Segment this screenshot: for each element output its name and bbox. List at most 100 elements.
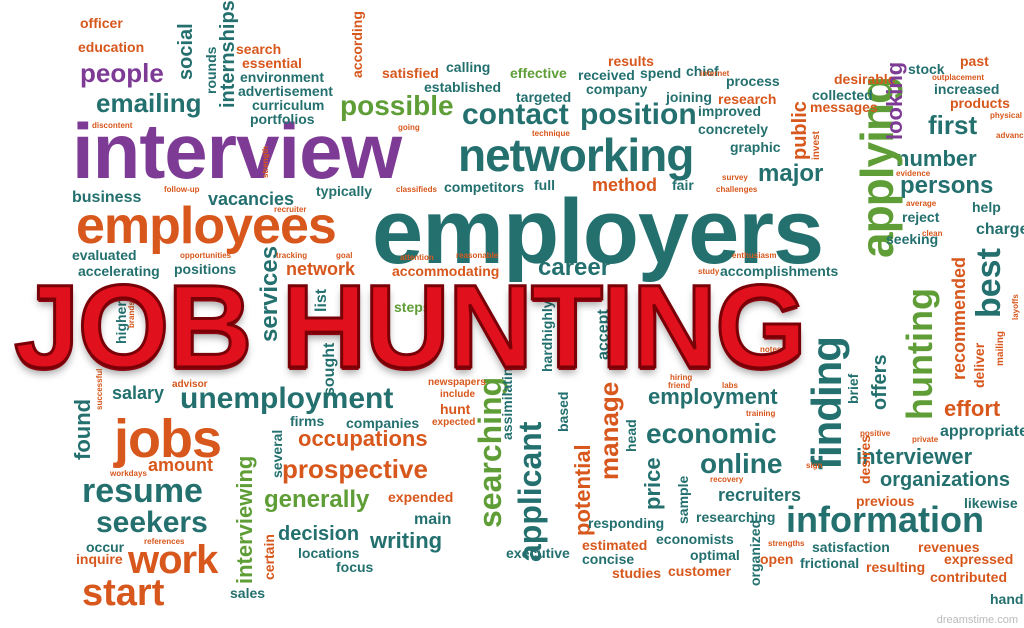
cloud-word-optimal: optimal <box>690 547 740 563</box>
cloud-word-generally: generally <box>264 486 370 513</box>
cloud-word-hiring: hiring <box>670 373 693 382</box>
cloud-word-environment: environment <box>240 69 325 85</box>
cloud-word-position: position <box>580 98 697 131</box>
cloud-word-evidence: evidence <box>896 169 931 178</box>
cloud-word-help: help <box>972 199 1001 215</box>
cloud-word-private: private <box>912 435 939 444</box>
cloud-word-companies: companies <box>346 415 420 431</box>
cloud-word-positions: positions <box>174 261 237 277</box>
cloud-word-spend: spend <box>640 65 682 81</box>
cloud-word-desires: desires <box>857 434 873 484</box>
cloud-word-hunting: hunting <box>899 288 940 420</box>
cloud-word-workdays: workdays <box>110 469 147 478</box>
cloud-word-enthusiasm: enthusiasm <box>732 251 777 260</box>
cloud-word-tracking: tracking <box>276 251 308 260</box>
cloud-word-increased: increased <box>934 81 1000 97</box>
cloud-word-organizations: organizations <box>880 469 1011 491</box>
cloud-word-employment: employment <box>648 384 778 409</box>
cloud-word-people: people <box>80 58 164 88</box>
cloud-word-evaluated: evaluated <box>72 247 137 263</box>
cloud-word-sample: sample <box>675 475 691 524</box>
cloud-word-occur: occur <box>86 539 125 555</box>
cloud-word-opportunities: opportunities <box>180 251 232 260</box>
cloud-word-survey: survey <box>722 173 748 182</box>
cloud-word-concretely: concretely <box>698 121 769 137</box>
cloud-word-best: best <box>970 248 1008 318</box>
cloud-word-training: training <box>746 409 776 418</box>
cloud-word-curriculum: curriculum <box>252 97 325 113</box>
cloud-word-classifieds: classifieds <box>396 185 437 194</box>
cloud-word-effort: effort <box>944 396 1001 421</box>
cloud-word-invest: invest <box>811 131 822 160</box>
cloud-word-brief: brief <box>845 373 861 404</box>
watermark: dreamstime.com <box>936 614 1018 626</box>
cloud-word-main: main <box>414 511 452 528</box>
cloud-word-research: research <box>718 91 777 107</box>
cloud-word-attention: attention <box>400 253 434 262</box>
cloud-word-work: work <box>128 538 218 582</box>
cloud-word-sales: sales <box>230 585 266 601</box>
cloud-word-satisfied: satisfied <box>382 65 439 81</box>
cloud-word-hand: hand <box>990 591 1024 607</box>
cloud-word-customer: customer <box>668 563 732 579</box>
cloud-word-interviewer: interviewer <box>856 444 973 469</box>
cloud-word-found: found <box>70 398 95 460</box>
cloud-word-targeted: targeted <box>516 89 572 105</box>
cloud-word-applicant: applicant <box>512 421 548 562</box>
cloud-word-full: full <box>534 177 555 193</box>
cloud-word-results: results <box>608 53 654 69</box>
cloud-word-emailing: emailing <box>96 88 202 118</box>
cloud-word-focus: focus <box>336 559 374 575</box>
cloud-word-internships: internships <box>217 0 239 108</box>
cloud-word-strengths: strengths <box>768 539 805 548</box>
cloud-word-steps: steps <box>394 299 431 315</box>
cloud-word-seekers: seekers <box>96 506 208 539</box>
cloud-word-outplacement: outplacement <box>932 73 985 82</box>
cloud-word-responding: responding <box>588 515 665 531</box>
cloud-word-products: products <box>950 95 1010 111</box>
cloud-word-based: based <box>555 391 571 432</box>
cloud-word-interviewing: interviewing <box>232 455 257 584</box>
cloud-word-sign: sign <box>806 461 823 470</box>
cloud-word-employers: employers <box>372 181 824 283</box>
cloud-word-occupations: occupations <box>298 426 428 451</box>
cloud-word-expressed: expressed <box>944 551 1014 567</box>
cloud-word-include: include <box>440 389 476 400</box>
cloud-word-frictional: frictional <box>800 555 860 571</box>
cloud-word-layoffs: layoffs <box>1011 294 1020 320</box>
cloud-word-accelerating: accelerating <box>78 263 160 279</box>
cloud-word-competitors: competitors <box>444 179 525 195</box>
cloud-word-online: online <box>700 448 783 479</box>
headline-job-hunting: JOB HUNTING <box>13 261 809 393</box>
cloud-word-public: public <box>789 101 811 160</box>
cloud-word-information: information <box>786 499 984 540</box>
cloud-word-past: past <box>960 53 989 69</box>
cloud-word-possible: possible <box>340 90 454 121</box>
cloud-word-effective: effective <box>510 65 567 81</box>
cloud-word-goal: goal <box>336 251 353 260</box>
cloud-word-estimated: estimated <box>582 537 648 553</box>
cloud-word-deliver: deliver <box>971 342 987 388</box>
cloud-word-clean: clean <box>922 229 943 238</box>
cloud-word-discontent: discontent <box>92 121 133 130</box>
cloud-word-appropriate: appropriate <box>940 423 1024 440</box>
cloud-word-business: business <box>72 189 142 206</box>
cloud-word-unemployment: unemployment <box>180 382 394 415</box>
cloud-word-going: going <box>398 123 420 132</box>
cloud-word-notes: notes <box>760 345 782 354</box>
cloud-word-major: major <box>758 160 824 187</box>
cloud-word-offers: offers <box>869 354 891 410</box>
cloud-word-start: start <box>82 572 165 614</box>
cloud-word-manage: manage <box>594 381 624 480</box>
cloud-word-contributed: contributed <box>930 569 1007 585</box>
cloud-word-likewise: likewise <box>964 495 1018 511</box>
cloud-word-decision: decision <box>278 523 360 545</box>
cloud-word-recommended: recommended <box>949 256 969 380</box>
cloud-word-number: number <box>896 146 977 171</box>
cloud-word-accommodating: accommodating <box>392 263 500 279</box>
cloud-word-persons: persons <box>900 172 994 199</box>
cloud-word-follow-up: follow-up <box>164 185 200 194</box>
cloud-word-company: company <box>586 81 648 97</box>
cloud-word-finding: finding <box>803 337 850 470</box>
